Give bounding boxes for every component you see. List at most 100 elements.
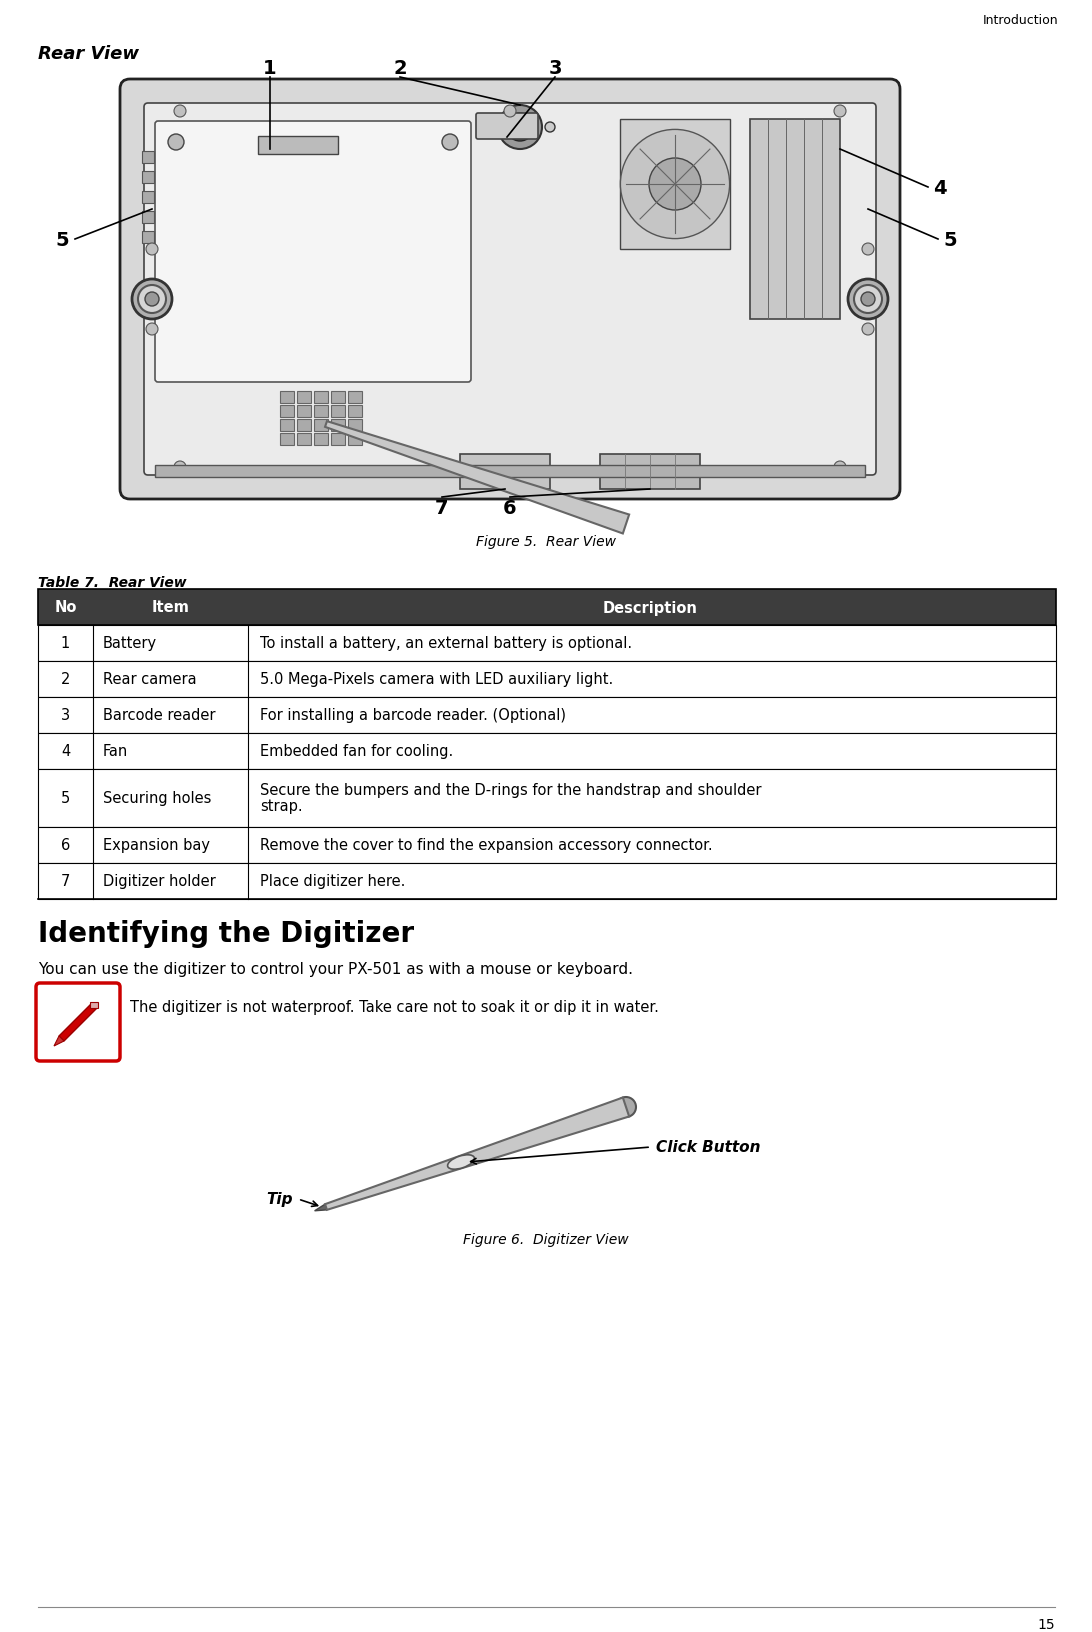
Bar	[280, 406, 294, 418]
Text: Place digitizer here.: Place digitizer here.	[260, 875, 405, 889]
Text: Securing holes: Securing holes	[103, 792, 212, 806]
Text: Figure 6.  Digitizer View: Figure 6. Digitizer View	[463, 1232, 629, 1247]
Text: 4: 4	[61, 744, 70, 759]
Text: No: No	[55, 601, 76, 615]
Bar	[142, 212, 154, 224]
Polygon shape	[59, 1004, 97, 1041]
Text: 5: 5	[943, 230, 957, 250]
Bar	[38, 625, 1056, 661]
Bar	[348, 434, 363, 446]
Bar	[314, 434, 328, 446]
Text: Expansion bay: Expansion bay	[103, 837, 210, 854]
Text: For installing a barcode reader. (Optional): For installing a barcode reader. (Option…	[260, 708, 566, 723]
Circle shape	[498, 106, 542, 150]
Text: You can use the digitizer to control your PX-501 as with a mouse or keyboard.: You can use the digitizer to control you…	[38, 961, 633, 976]
Polygon shape	[54, 1036, 64, 1046]
Polygon shape	[325, 423, 629, 534]
Circle shape	[860, 292, 875, 307]
Text: Digitizer holder: Digitizer holder	[103, 875, 216, 889]
Bar	[348, 392, 363, 403]
Circle shape	[616, 1097, 636, 1118]
Text: 1: 1	[263, 59, 276, 77]
Text: 7: 7	[436, 498, 449, 517]
Bar	[38, 661, 1056, 697]
Bar	[460, 455, 550, 490]
Circle shape	[442, 135, 458, 150]
Bar	[142, 193, 154, 204]
FancyBboxPatch shape	[476, 114, 538, 140]
Text: Secure the bumpers and the D-rings for the handstrap and shoulder: Secure the bumpers and the D-rings for t…	[260, 783, 761, 798]
Bar	[297, 392, 311, 403]
Bar	[600, 455, 700, 490]
Bar	[750, 119, 840, 320]
Polygon shape	[314, 1204, 327, 1211]
Bar	[38, 770, 1056, 827]
Bar	[331, 434, 345, 446]
Circle shape	[505, 106, 517, 118]
Text: 2: 2	[393, 59, 407, 77]
Circle shape	[146, 323, 158, 336]
Circle shape	[854, 286, 882, 313]
Bar	[155, 465, 865, 478]
FancyBboxPatch shape	[155, 122, 471, 384]
Text: Item: Item	[152, 601, 189, 615]
Text: Barcode reader: Barcode reader	[103, 708, 215, 723]
Circle shape	[649, 158, 701, 211]
Text: Introduction: Introduction	[983, 15, 1058, 28]
Polygon shape	[325, 1098, 629, 1209]
Bar	[297, 419, 311, 432]
Circle shape	[848, 279, 888, 320]
Circle shape	[512, 119, 529, 135]
Circle shape	[168, 135, 183, 150]
Circle shape	[862, 323, 874, 336]
Bar	[280, 419, 294, 432]
Text: Rear camera: Rear camera	[103, 672, 197, 687]
Text: Fan: Fan	[103, 744, 128, 759]
FancyBboxPatch shape	[36, 984, 120, 1061]
Text: 15: 15	[1037, 1617, 1055, 1630]
Bar	[280, 434, 294, 446]
Circle shape	[506, 114, 534, 142]
Bar	[331, 419, 345, 432]
Text: 1: 1	[61, 636, 70, 651]
Text: To install a battery, an external battery is optional.: To install a battery, an external batter…	[260, 636, 632, 651]
Bar	[331, 406, 345, 418]
Text: strap.: strap.	[260, 800, 302, 814]
Circle shape	[145, 292, 159, 307]
FancyBboxPatch shape	[144, 104, 876, 475]
Bar	[297, 434, 311, 446]
Text: 2: 2	[61, 672, 70, 687]
Bar	[280, 392, 294, 403]
Text: Battery: Battery	[103, 636, 157, 651]
Text: Remove the cover to find the expansion accessory connector.: Remove the cover to find the expansion a…	[260, 837, 713, 854]
Circle shape	[132, 279, 173, 320]
Circle shape	[620, 131, 729, 240]
Circle shape	[146, 243, 158, 256]
Bar	[258, 137, 339, 155]
Bar	[38, 827, 1056, 863]
Bar	[314, 392, 328, 403]
Text: The digitizer is not waterproof. Take care not to soak it or dip it in water.: The digitizer is not waterproof. Take ca…	[130, 999, 658, 1015]
Text: 4: 4	[934, 178, 947, 197]
Bar	[38, 863, 1056, 899]
Text: 5: 5	[61, 792, 70, 806]
Text: 5: 5	[56, 230, 69, 250]
Text: 6: 6	[61, 837, 70, 854]
Bar	[90, 1002, 98, 1009]
Text: 7: 7	[61, 875, 70, 889]
Bar	[142, 152, 154, 163]
Bar	[331, 392, 345, 403]
Bar	[297, 406, 311, 418]
Bar	[38, 697, 1056, 733]
Bar	[620, 119, 729, 250]
Text: 3: 3	[61, 708, 70, 723]
Text: 6: 6	[503, 498, 517, 517]
Text: Identifying the Digitizer: Identifying the Digitizer	[38, 919, 414, 948]
Circle shape	[834, 106, 846, 118]
Text: Click Button: Click Button	[656, 1139, 760, 1155]
Bar	[314, 406, 328, 418]
Circle shape	[174, 106, 186, 118]
Circle shape	[174, 462, 186, 473]
Text: 5.0 Mega-Pixels camera with LED auxiliary light.: 5.0 Mega-Pixels camera with LED auxiliar…	[260, 672, 614, 687]
Bar	[348, 406, 363, 418]
